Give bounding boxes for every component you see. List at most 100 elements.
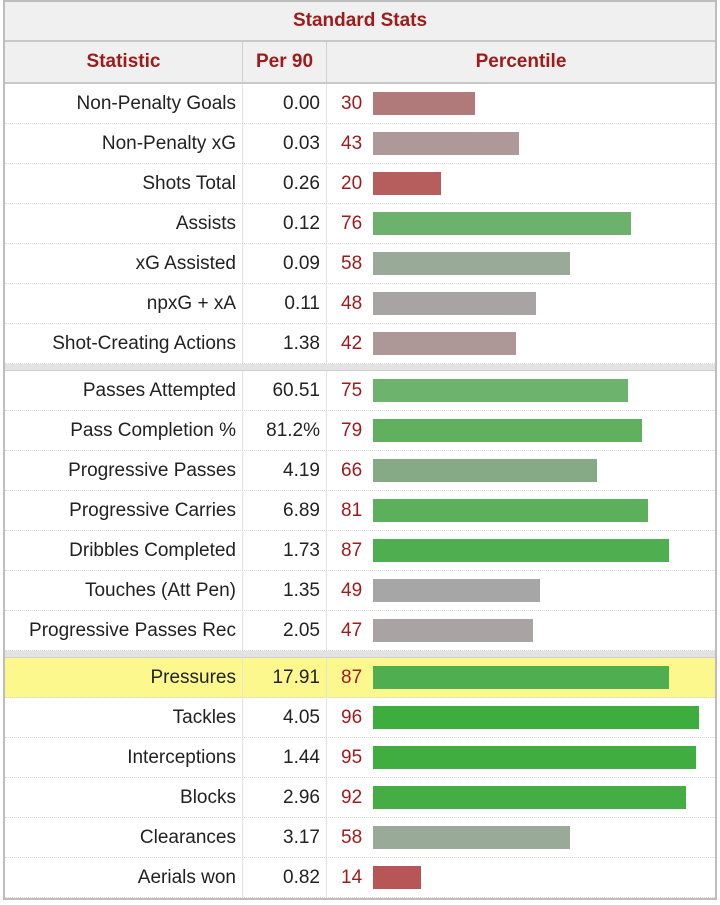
percentile-value: 48 <box>341 293 363 314</box>
percentile-cell: 79 <box>327 411 715 450</box>
per90-value: 1.38 <box>243 324 327 363</box>
percentile-value: 30 <box>341 93 363 114</box>
percentile-cell: 20 <box>327 164 715 203</box>
table-row[interactable]: Aerials won 0.82 14 <box>5 858 715 898</box>
table-row[interactable]: Pressures 17.91 87 <box>5 658 715 698</box>
stat-name: Non-Penalty Goals <box>5 84 243 123</box>
per90-value: 3.17 <box>243 818 327 857</box>
stat-name: Assists <box>5 204 243 243</box>
table-row[interactable]: xG Assisted 0.09 58 <box>5 244 715 284</box>
percentile-bar <box>373 579 540 602</box>
percentile-value: 58 <box>341 827 363 848</box>
header-per90[interactable]: Per 90 <box>243 42 327 82</box>
table-row[interactable]: Progressive Carries 6.89 81 <box>5 491 715 531</box>
percentile-cell: 81 <box>327 491 715 530</box>
percentile-value: 75 <box>341 380 363 401</box>
per90-value: 1.44 <box>243 738 327 777</box>
percentile-cell: 48 <box>327 284 715 323</box>
table-row[interactable]: Shot-Creating Actions 1.38 42 <box>5 324 715 364</box>
percentile-value: 14 <box>341 867 363 888</box>
percentile-bar <box>373 666 669 689</box>
header-percentile[interactable]: Percentile <box>475 51 567 72</box>
percentile-value: 49 <box>341 580 363 601</box>
per90-value: 4.05 <box>243 698 327 737</box>
per90-value: 0.26 <box>243 164 327 203</box>
percentile-cell: 58 <box>327 244 715 283</box>
stat-name: Touches (Att Pen) <box>5 571 243 610</box>
stat-name: xG Assisted <box>5 244 243 283</box>
stat-name: Tackles <box>5 698 243 737</box>
per90-value: 81.2% <box>243 411 327 450</box>
percentile-value: 43 <box>341 133 363 154</box>
percentile-cell: 76 <box>327 204 715 243</box>
percentile-cell: 95 <box>327 738 715 777</box>
stat-name: Pass Completion % <box>5 411 243 450</box>
percentile-cell: 58 <box>327 818 715 857</box>
table-row[interactable]: Pass Completion % 81.2% 79 <box>5 411 715 451</box>
table-body: Non-Penalty Goals 0.00 30 Non-Penalty xG 0.0… <box>5 84 715 898</box>
per90-value: 2.96 <box>243 778 327 817</box>
per90-value: 6.89 <box>243 491 327 530</box>
table-row[interactable]: Touches (Att Pen) 1.35 49 <box>5 571 715 611</box>
percentile-value: 95 <box>341 747 363 768</box>
percentile-bar <box>373 459 597 482</box>
table-row[interactable]: Progressive Passes 4.19 66 <box>5 451 715 491</box>
per90-value: 0.12 <box>243 204 327 243</box>
stat-name: Aerials won <box>5 858 243 897</box>
table-row[interactable]: Shots Total 0.26 20 <box>5 164 715 204</box>
percentile-cell: 66 <box>327 451 715 490</box>
table-row[interactable]: Clearances 3.17 58 <box>5 818 715 858</box>
group-separator <box>5 651 715 658</box>
percentile-bar <box>373 172 441 195</box>
table-row[interactable]: Progressive Passes Rec 2.05 47 <box>5 611 715 651</box>
stat-name: Interceptions <box>5 738 243 777</box>
table-row[interactable]: Non-Penalty xG 0.03 43 <box>5 124 715 164</box>
percentile-value: 47 <box>341 620 363 641</box>
percentile-bar <box>373 92 475 115</box>
percentile-bar <box>373 132 519 155</box>
header-statistic[interactable]: Statistic <box>5 42 243 82</box>
percentile-cell: 75 <box>327 371 715 410</box>
stat-name: Pressures <box>5 658 243 697</box>
percentile-bar <box>373 746 696 769</box>
table-row[interactable]: Tackles 4.05 96 <box>5 698 715 738</box>
percentile-value: 20 <box>341 173 363 194</box>
per90-value: 2.05 <box>243 611 327 650</box>
table-row[interactable]: npxG + xA 0.11 48 <box>5 284 715 324</box>
percentile-cell: 49 <box>327 571 715 610</box>
table-row[interactable]: Dribbles Completed 1.73 87 <box>5 531 715 571</box>
stat-name: Progressive Passes <box>5 451 243 490</box>
percentile-bar <box>373 866 421 889</box>
percentile-bar <box>373 379 628 402</box>
stat-name: Dribbles Completed <box>5 531 243 570</box>
percentile-bar <box>373 539 669 562</box>
per90-value: 0.11 <box>243 284 327 323</box>
stat-name: Shots Total <box>5 164 243 203</box>
per90-value: 1.73 <box>243 531 327 570</box>
per90-value: 0.82 <box>243 858 327 897</box>
percentile-bar <box>373 706 699 729</box>
per90-value: 0.09 <box>243 244 327 283</box>
percentile-bar <box>373 252 570 275</box>
table-row[interactable]: Interceptions 1.44 95 <box>5 738 715 778</box>
per90-value: 1.35 <box>243 571 327 610</box>
group-separator <box>5 364 715 371</box>
table-row[interactable]: Blocks 2.96 92 <box>5 778 715 818</box>
table-row[interactable]: Passes Attempted 60.51 75 <box>5 371 715 411</box>
per90-value: 17.91 <box>243 658 327 697</box>
stats-table: Standard Stats Statistic Per 90 Percenti… <box>3 0 717 900</box>
percentile-bar <box>373 826 570 849</box>
percentile-cell: 87 <box>327 531 715 570</box>
stat-name: Blocks <box>5 778 243 817</box>
percentile-value: 81 <box>341 500 363 521</box>
percentile-cell: 87 <box>327 658 715 697</box>
table-row[interactable]: Assists 0.12 76 <box>5 204 715 244</box>
per90-value: 60.51 <box>243 371 327 410</box>
percentile-bar <box>373 212 631 235</box>
percentile-value: 42 <box>341 333 363 354</box>
stat-name: npxG + xA <box>5 284 243 323</box>
percentile-value: 66 <box>341 460 363 481</box>
table-header-row: Statistic Per 90 Percentile <box>5 42 715 84</box>
percentile-bar <box>373 419 642 442</box>
table-row[interactable]: Non-Penalty Goals 0.00 30 <box>5 84 715 124</box>
